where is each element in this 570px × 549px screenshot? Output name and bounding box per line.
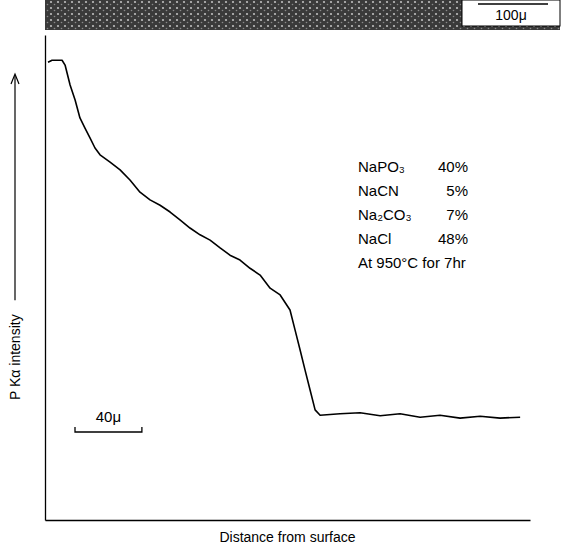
scale-bar-label: 40μ xyxy=(96,408,121,425)
micrograph xyxy=(45,0,560,30)
condition: At 950°C for 7hr xyxy=(358,254,466,271)
compound-name: NaPO₃ xyxy=(358,158,405,175)
compound-name: NaCl xyxy=(358,230,391,247)
y-axis-arrowhead xyxy=(11,74,19,84)
scale-bar xyxy=(75,427,142,432)
compound-name: Na₂CO₃ xyxy=(358,206,412,223)
intensity-line xyxy=(48,60,520,418)
micrograph-scale-label: 100μ xyxy=(495,7,526,23)
y-axis-line xyxy=(45,36,46,521)
micrograph-scale-line xyxy=(478,3,548,5)
compound-amount: 7% xyxy=(446,206,468,223)
x-axis xyxy=(46,520,531,521)
x-axis-title: Distance from surface xyxy=(219,529,355,545)
compound-name: NaCN xyxy=(358,182,399,199)
compound-amount: 40% xyxy=(438,158,468,175)
plot-area xyxy=(48,60,520,418)
compound-amount: 48% xyxy=(438,230,468,247)
x-axis-line xyxy=(46,520,531,521)
micrograph-scale-box xyxy=(462,0,560,26)
y-axis-title: P Kα intensity xyxy=(7,314,23,400)
figure: 100μ Distance from surface P Kα intensity N… xyxy=(0,0,570,549)
y-axis-arrow xyxy=(14,75,15,300)
compound-amount: 5% xyxy=(446,182,468,199)
composition: NaPO₃ 40% NaCN 5% Na₂CO₃ 7% NaCl 48% At 950°C fo… xyxy=(358,158,468,271)
y-axis xyxy=(45,36,46,521)
